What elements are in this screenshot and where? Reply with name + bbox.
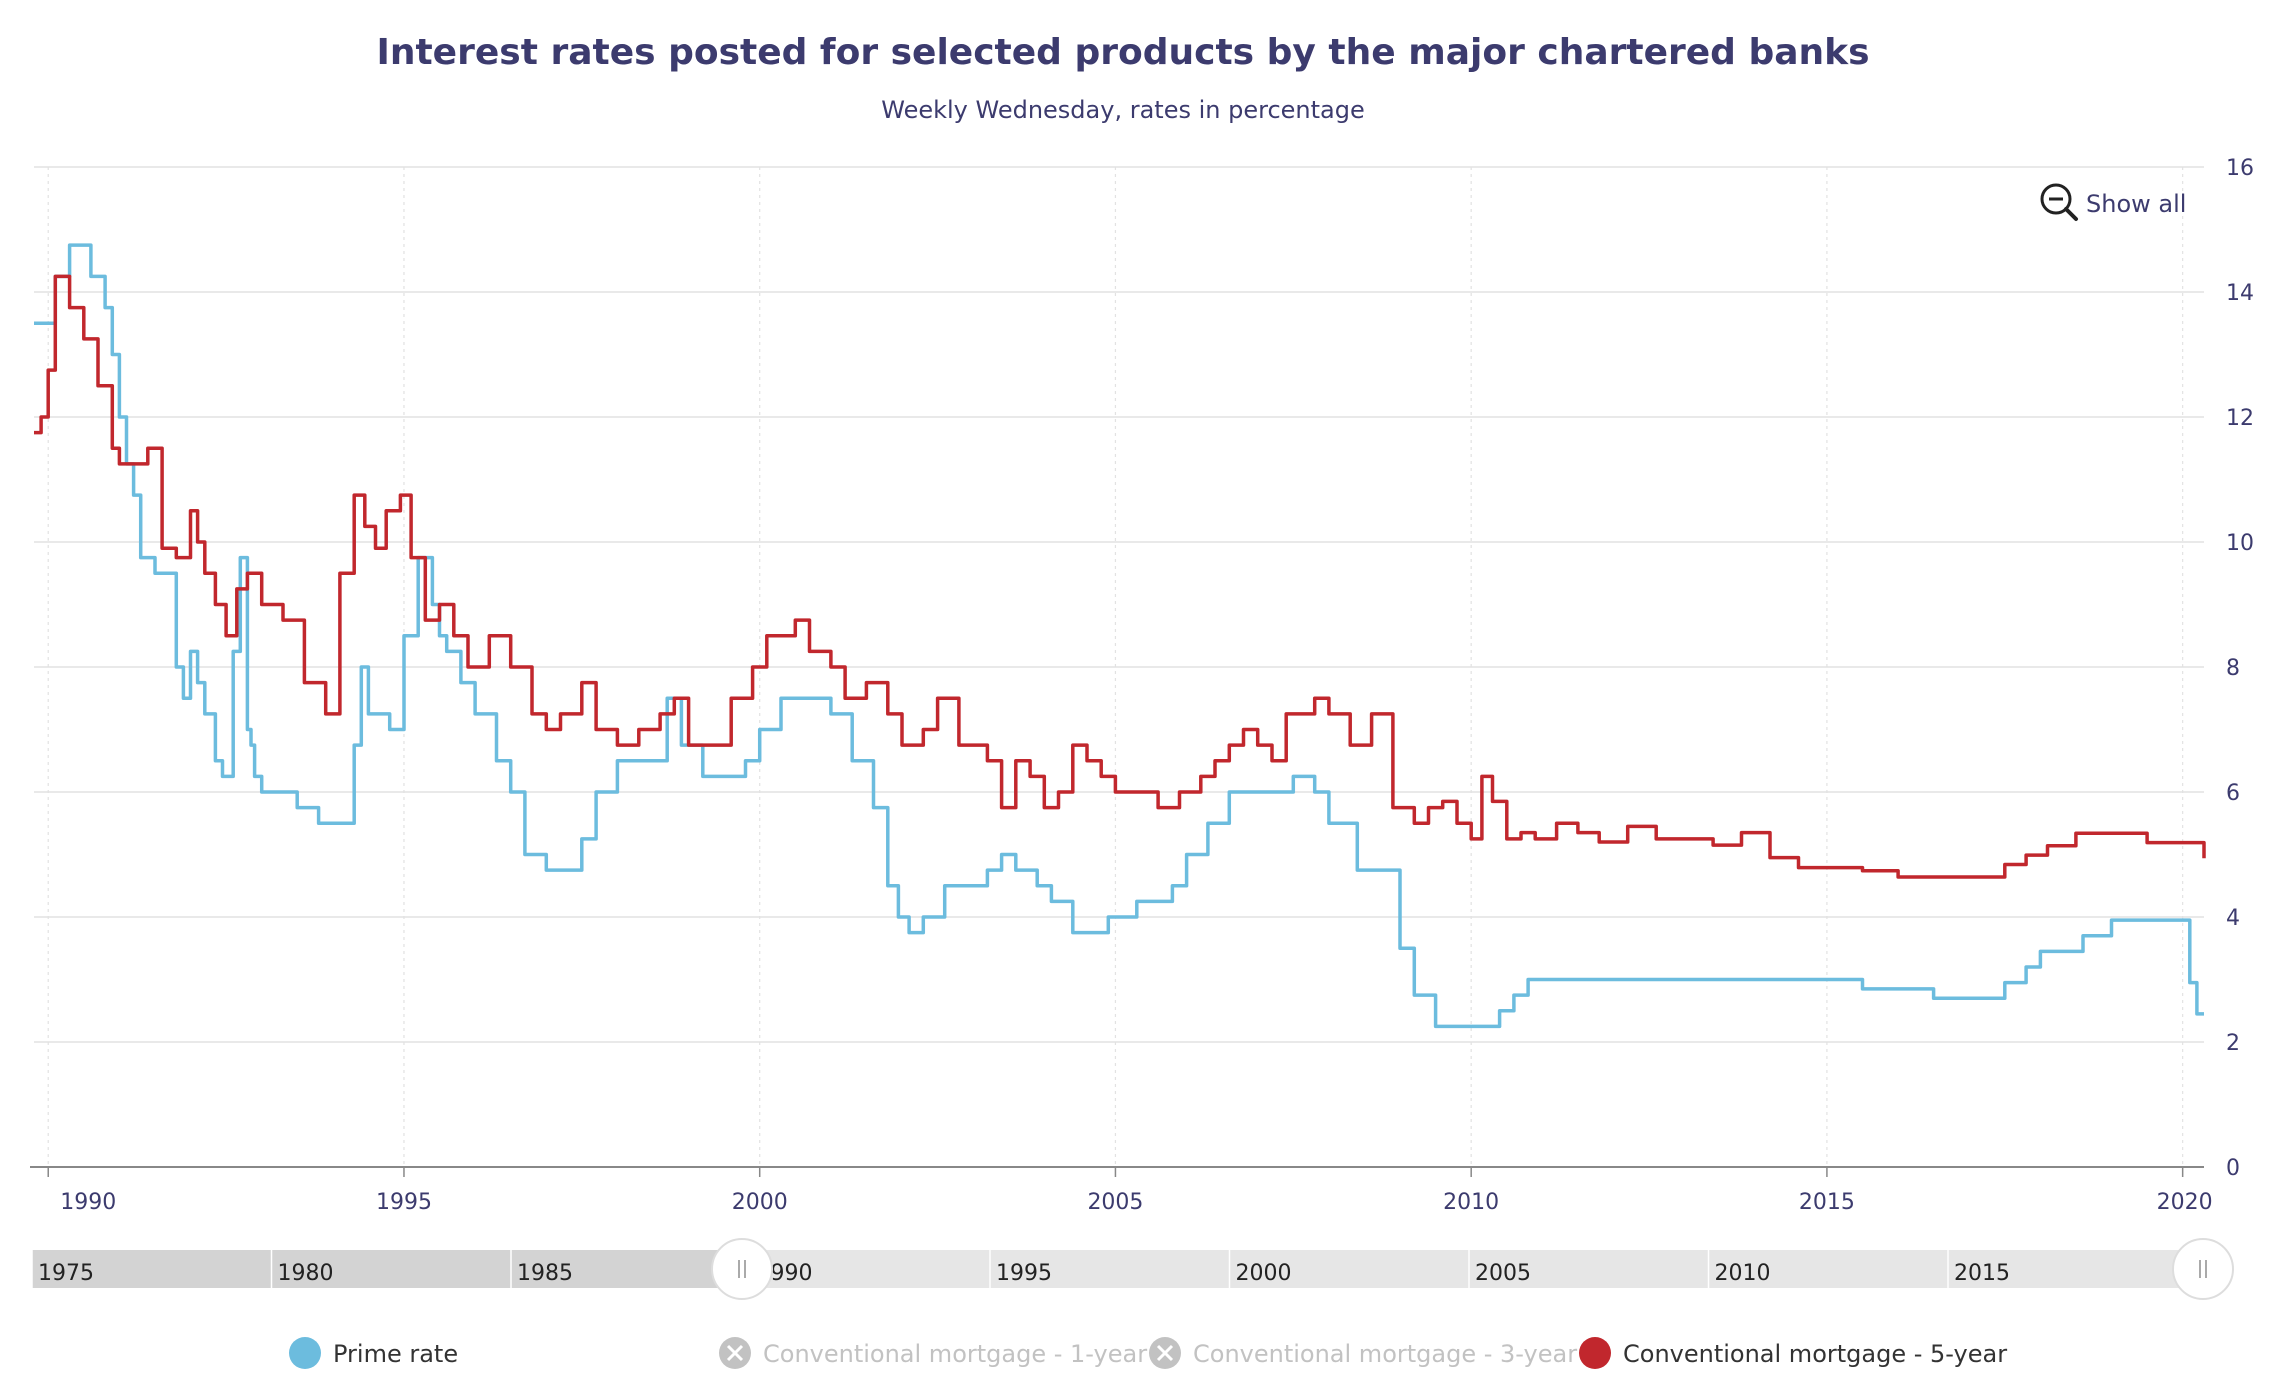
navigator-year-label: 2000	[1236, 1261, 1292, 1286]
legend-label: Conventional mortgage - 5-year	[1623, 1340, 2007, 1368]
legend-marker	[289, 1337, 321, 1369]
show-all-button[interactable]: Show all	[2040, 183, 2186, 221]
series-line-conventional-mortgage-5-year[interactable]	[34, 274, 2206, 879]
legend-label: Prime rate	[333, 1340, 458, 1368]
y-tick-label: 6	[2226, 781, 2240, 806]
series-lines[interactable]	[34, 243, 2206, 1029]
y-tick-label: 14	[2226, 281, 2254, 306]
y-tick-label: 10	[2226, 531, 2254, 556]
grid-lines	[34, 166, 2204, 1168]
x-tick-label: 2020	[2157, 1190, 2213, 1215]
y-axis: 0 2 4 6 8 10 12 14 16	[2226, 156, 2254, 1181]
y-tick-label: 4	[2226, 906, 2240, 931]
navigator-year-label: 1975	[38, 1261, 94, 1286]
x-tick-label: 2010	[1443, 1190, 1499, 1215]
legend-label: Conventional mortgage - 1-year	[763, 1340, 1147, 1368]
y-tick-label: 16	[2226, 156, 2254, 181]
navigator-year-label: 2010	[1715, 1261, 1771, 1286]
legend-item[interactable]: Prime rate	[289, 1337, 458, 1369]
navigator-right-handle[interactable]	[2172, 1238, 2234, 1300]
navigator-year-label: 1985	[517, 1261, 573, 1286]
chart-subtitle: Weekly Wednesday, rates in percentage	[881, 96, 1364, 124]
legend-marker	[1579, 1337, 1611, 1369]
y-tick-label: 12	[2226, 406, 2254, 431]
legend-label: Conventional mortgage - 3-year	[1193, 1340, 1577, 1368]
legend-hidden-x	[1156, 1344, 1174, 1362]
navigator-year-label: 1995	[996, 1261, 1052, 1286]
x-tick-label: 1990	[60, 1190, 116, 1215]
navigator-year-label: 2015	[1954, 1261, 2010, 1286]
navigator-year-label: 2005	[1475, 1261, 1531, 1286]
x-tick-label: 1995	[376, 1190, 432, 1215]
zoom-out-icon	[2040, 183, 2078, 221]
x-tick-label: 2005	[1087, 1190, 1143, 1215]
legend-item[interactable]: Conventional mortgage - 1-year	[719, 1337, 1147, 1369]
range-navigator[interactable]: 1975 1980 1985 1990 1995 2000 2005 2010 2015	[31, 1238, 2234, 1300]
legend: Prime rate Conventional mortgage - 1-year…	[289, 1337, 2007, 1369]
navigator-left-handle[interactable]	[711, 1238, 773, 1300]
x-tick-label: 2000	[732, 1190, 788, 1215]
show-all-label: Show all	[2086, 190, 2186, 218]
navigator-year-label: 1980	[278, 1261, 334, 1286]
chart-title: Interest rates posted for selected produ…	[376, 32, 1869, 73]
series-line-prime-rate[interactable]	[34, 243, 2204, 1029]
x-axis: 1990 1995 2000 2005 2010 2015 2020	[30, 1166, 2213, 1215]
legend-item[interactable]: Conventional mortgage - 5-year	[1579, 1337, 2007, 1369]
legend-hidden-x	[726, 1344, 744, 1362]
y-tick-label: 0	[2226, 1156, 2240, 1181]
y-tick-label: 2	[2226, 1031, 2240, 1056]
y-tick-label: 8	[2226, 656, 2240, 681]
x-tick-label: 2015	[1799, 1190, 1855, 1215]
navigator-masked-range	[32, 1250, 742, 1288]
legend-item[interactable]: Conventional mortgage - 3-year	[1149, 1337, 1577, 1369]
